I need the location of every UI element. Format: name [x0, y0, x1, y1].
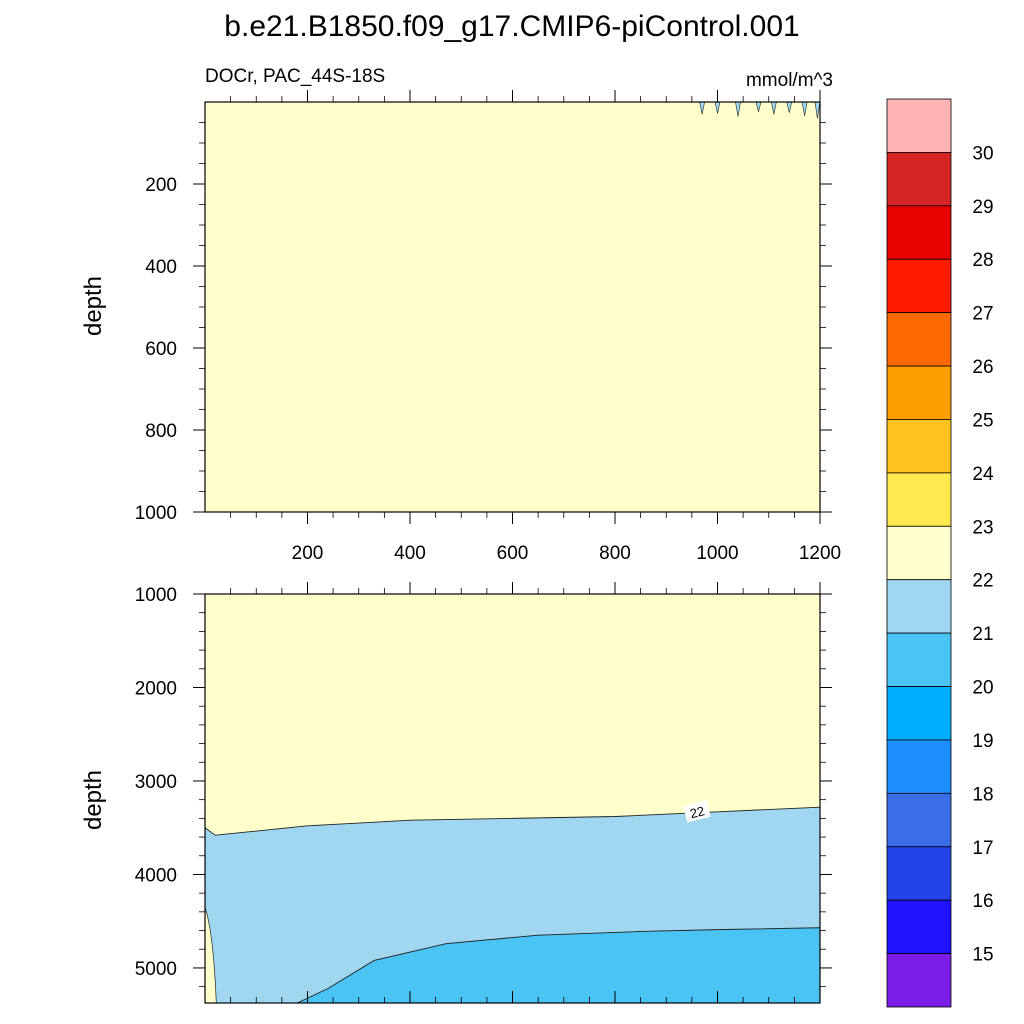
colorbar: 30 29 28 27 26 25 24 23 22 21 20 19 18 17 16 15 — [886, 98, 994, 1008]
colorbar-swatch — [886, 632, 952, 687]
colorbar-label: 18 — [972, 784, 993, 805]
colorbar-label: 25 — [972, 410, 993, 431]
upper-fill-22-23 — [205, 102, 820, 512]
colorbar-swatch — [886, 525, 952, 581]
upper-y-tick-label: 600 — [145, 339, 177, 360]
colorbar-swatch — [886, 846, 952, 901]
colorbar-swatch — [886, 899, 952, 954]
lower-y-axis-title: depth — [80, 770, 107, 830]
contour-label-background — [683, 800, 711, 823]
colorbar-swatch — [886, 953, 952, 1008]
upper-x-tick-label: 1000 — [696, 543, 738, 564]
colorbar-label: 19 — [972, 731, 993, 752]
colorbar-swatch — [886, 365, 952, 420]
upper-panel: 200 400 600 800 1000 200 400 600 800 1000 1200 — [135, 90, 841, 564]
colorbar-label: 16 — [972, 891, 993, 912]
lower-panel: 22 1000 2000 3000 4000 5000 — [135, 582, 832, 1004]
colorbar-swatch — [886, 686, 952, 741]
upper-surface-spike — [771, 102, 777, 115]
lower-y-tick-label: 3000 — [135, 772, 177, 793]
colorbar-label: 27 — [972, 304, 993, 325]
upper-surface-spike — [814, 102, 820, 119]
colorbar-swatch — [886, 579, 952, 634]
upper-surface-spike — [714, 102, 721, 114]
colorbar-label: 22 — [972, 571, 993, 592]
lower-fill-20-21 — [297, 927, 820, 1003]
colorbar-label: 24 — [972, 464, 994, 485]
colorbar-swatch — [886, 472, 952, 527]
colorbar-swatch — [886, 98, 952, 153]
colorbar-swatch — [886, 258, 952, 314]
colorbar-swatch — [886, 152, 952, 207]
upper-surface-spike — [801, 102, 808, 116]
upper-x-tick-label: 600 — [497, 543, 529, 564]
upper-subtitle-right: mmol/m^3 — [746, 70, 833, 91]
colorbar-swatch — [886, 792, 952, 848]
lower-y-tick-label: 2000 — [135, 678, 177, 699]
colorbar-swatch — [886, 739, 952, 794]
chart-title: b.e21.B1850.f09_g17.CMIP6-piControl.001 — [224, 10, 799, 43]
colorbar-label: 29 — [972, 197, 993, 218]
colorbar-label: 26 — [972, 357, 993, 378]
colorbar-swatch — [886, 205, 952, 260]
colorbar-label: 15 — [972, 945, 993, 966]
colorbar-label: 17 — [972, 838, 993, 859]
upper-y-tick-label: 200 — [145, 175, 177, 196]
lower-y-tick-label: 5000 — [135, 959, 177, 980]
lower-y-tick-label: 4000 — [135, 865, 177, 886]
upper-y-tick-label: 1000 — [135, 503, 177, 524]
upper-x-tick-label: 200 — [292, 543, 324, 564]
colorbar-label: 23 — [972, 517, 993, 538]
contour-line-21 — [297, 927, 820, 1003]
colorbar-label: 20 — [972, 678, 993, 699]
upper-surface-spike — [755, 102, 762, 112]
upper-surface-spike — [786, 102, 793, 113]
upper-subtitle-left: DOCr, PAC_44S-18S — [205, 66, 385, 87]
upper-y-tick-label: 400 — [145, 257, 177, 278]
upper-surface-spike — [735, 102, 741, 117]
colorbar-swatch — [886, 419, 952, 474]
upper-x-tick-label: 1200 — [799, 543, 841, 564]
colorbar-label: 28 — [972, 250, 993, 271]
colorbar-swatch — [886, 312, 952, 367]
lower-y-tick-label: 1000 — [135, 585, 177, 606]
upper-x-tick-label: 800 — [599, 543, 631, 564]
colorbar-label: 21 — [972, 624, 993, 645]
contour-label-22: 22 — [683, 800, 711, 823]
upper-y-tick-label: 800 — [145, 421, 177, 442]
upper-y-axis-title: depth — [80, 276, 107, 336]
upper-x-tick-label: 400 — [394, 543, 426, 564]
colorbar-label: 30 — [972, 143, 993, 164]
contour-label-text: 22 — [688, 803, 706, 821]
upper-surface-spike — [699, 102, 705, 115]
